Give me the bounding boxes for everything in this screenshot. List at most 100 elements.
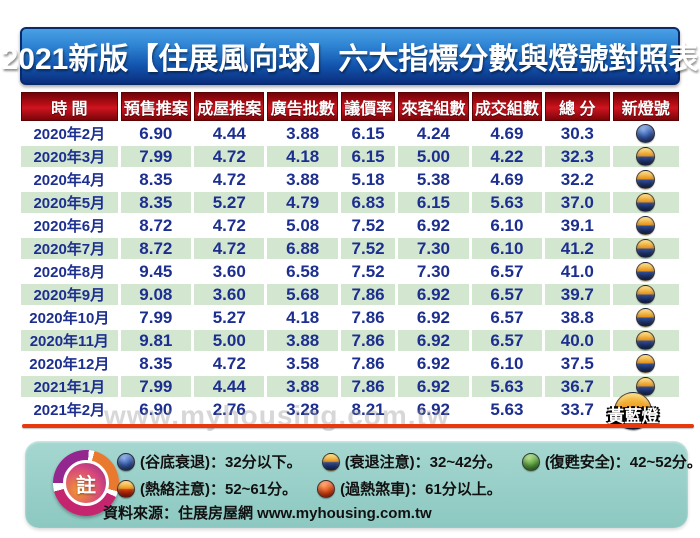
row-value: 6.15 [398,192,469,213]
row-light-cell [612,238,679,259]
row-light-cell [612,376,679,397]
table-row: 2020年3月 7.99 4.72 4.18 6.15 5.00 4.22 32.3 [21,146,679,167]
row-value: 6.57 [471,284,543,305]
row-value: 5.63 [471,399,543,420]
row-value: 8.72 [120,238,192,259]
row-value: 4.18 [267,307,338,328]
page-title: 2021新版【住展風向球】六大指標分數與燈號對照表 [1,43,699,76]
row-time: 2020年4月 [21,169,118,190]
note-badge-label: 註 [63,460,109,506]
row-value: 39.1 [545,215,610,236]
table-row: 2020年4月 8.35 4.72 3.88 5.18 5.38 4.69 32.2 [21,169,679,190]
row-value: 5.00 [398,146,469,167]
last-light-label: 黃藍燈 [607,407,659,426]
legend-label: (衰退注意)：32~42分。 [344,454,502,471]
row-light-cell [612,192,679,213]
red-divider-line [22,424,694,428]
table-row: 2020年5月 8.35 5.27 4.79 6.83 6.15 5.63 37.0 [21,192,679,213]
column-header: 廣告批數 [267,92,338,121]
row-value: 7.52 [340,215,396,236]
row-value: 5.63 [471,192,543,213]
table-header-row: 時 間預售推案 成屋推案 廣告批數 議價率 來客組數 成交組數總 分新燈號 [21,92,679,121]
row-value: 5.27 [194,307,265,328]
red-light-icon [317,479,336,498]
row-value: 6.58 [267,261,338,282]
row-value: 4.69 [471,169,543,190]
legend-line-1: (谷底衰退)：32分以下。 (衰退注意)：32~42分。 (復甦安全)：42~5… [117,448,700,475]
table-row: 2020年2月 6.90 4.44 3.88 6.15 4.24 4.69 30.3 [21,123,679,144]
column-header: 新燈號 [612,92,679,121]
row-time: 2020年7月 [21,238,118,259]
yellow-blue-light-icon [636,216,656,235]
row-value: 33.7 [545,399,610,420]
row-value: 9.45 [120,261,192,282]
row-value: 4.72 [194,238,265,259]
row-value: 4.22 [471,146,543,167]
legend-label: (復甦安全)：42~52分。 [544,454,700,471]
yellow-red-light-icon [117,479,135,498]
row-value: 6.88 [267,238,338,259]
row-value: 5.38 [398,169,469,190]
blue-light-icon [117,452,135,471]
row-light-cell [612,353,679,374]
row-value: 7.86 [340,376,396,397]
yellow-blue-light-icon [636,308,656,327]
row-value: 6.92 [398,215,469,236]
row-value: 3.88 [267,169,338,190]
row-value: 6.57 [471,330,543,351]
column-header: 時 間 [21,92,118,121]
row-time: 2020年10月 [21,307,118,328]
legend-item: (熱絡注意)：52~61分。 [117,478,297,499]
column-header: 成屋推案 [194,92,265,121]
row-time: 2020年12月 [21,353,118,374]
row-value: 6.90 [120,123,192,144]
row-value: 6.10 [471,353,543,374]
row-value: 5.18 [340,169,396,190]
legend-lines: (谷底衰退)：32分以下。 (衰退注意)：32~42分。 (復甦安全)：42~5… [117,448,700,502]
row-value: 7.52 [340,238,396,259]
yellow-blue-light-icon [636,239,656,258]
row-value: 3.58 [267,353,338,374]
legend-label: (谷底衰退)：32分以下。 [140,454,302,471]
score-table-wrap: 時 間預售推案 成屋推案 廣告批數 議價率 來客組數 成交組數總 分新燈號 2020年2月… [18,90,682,422]
row-time: 2020年8月 [21,261,118,282]
row-value: 3.88 [267,376,338,397]
table-row: 2020年11月 9.81 5.00 3.88 7.86 6.92 6.57 40.0 [21,330,679,351]
row-value: 9.08 [120,284,192,305]
row-light-cell [612,330,679,351]
row-value: 5.63 [471,376,543,397]
last-row-light: 黃藍燈 [601,392,665,440]
row-value: 4.72 [194,169,265,190]
row-value: 8.72 [120,215,192,236]
row-light-cell [612,169,679,190]
row-value: 7.52 [340,261,396,282]
row-value: 4.72 [194,353,265,374]
legend-item: (過熱煞車)：61分以上。 [317,478,502,499]
row-value: 7.30 [398,261,469,282]
column-header: 總 分 [545,92,610,121]
legend-item: (復甦安全)：42~52分。 [521,451,700,472]
row-value: 4.44 [194,376,265,397]
table-row: 2020年6月 8.72 4.72 5.08 7.52 6.92 6.10 39.1 [21,215,679,236]
row-value: 7.86 [340,353,396,374]
row-value: 3.60 [194,284,265,305]
row-value: 4.44 [194,123,265,144]
column-header: 來客組數 [398,92,469,121]
row-value: 6.92 [398,353,469,374]
row-value: 6.92 [398,399,469,420]
row-light-cell [612,146,679,167]
row-value: 6.92 [398,307,469,328]
row-value: 6.90 [120,399,192,420]
row-value: 5.27 [194,192,265,213]
row-value: 7.99 [120,376,192,397]
row-light-cell [612,284,679,305]
column-header: 成交組數 [471,92,543,121]
row-time: 2020年6月 [21,215,118,236]
row-value: 38.8 [545,307,610,328]
row-light-cell [612,307,679,328]
row-value: 41.2 [545,238,610,259]
row-value: 4.24 [398,123,469,144]
row-time: 2020年5月 [21,192,118,213]
row-value: 6.83 [340,192,396,213]
row-light-cell [612,261,679,282]
